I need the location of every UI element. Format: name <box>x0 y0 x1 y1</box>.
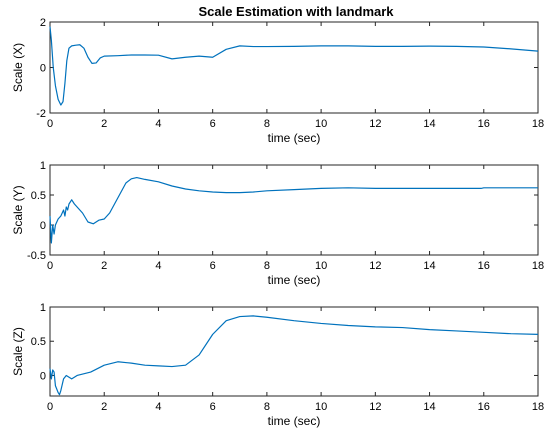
x-tick-label: 8 <box>264 260 270 272</box>
x-tick-label: 14 <box>423 401 435 413</box>
series-line-scale-x <box>49 26 539 106</box>
y-tick-label: 1 <box>40 160 46 172</box>
y-tick-label: 0 <box>40 370 46 382</box>
figure-title: Scale Estimation with landmark <box>198 4 394 19</box>
y-tick-label: 1 <box>40 302 46 314</box>
x-tick-label: 2 <box>101 260 107 272</box>
plot-frame-y <box>49 164 539 256</box>
x-tick-label: 18 <box>532 401 544 413</box>
x-tick-label: 14 <box>423 260 435 272</box>
x-tick-label: 0 <box>47 401 53 413</box>
x-tick-label: 18 <box>532 118 544 130</box>
series-line-scale-z <box>49 315 539 396</box>
x-tick-label: 12 <box>369 260 381 272</box>
x-tick-label: 2 <box>101 118 107 130</box>
y-tick-label: 0 <box>40 63 46 75</box>
x-tick-label: 4 <box>155 260 161 272</box>
x-tick-label: 10 <box>315 260 327 272</box>
x-tick-label: 16 <box>478 260 490 272</box>
x-tick-label: 6 <box>210 401 216 413</box>
x-tick-label: 2 <box>101 401 107 413</box>
y-tick-label: 0 <box>40 220 46 232</box>
x-axis-label-z: time (sec) <box>268 414 321 428</box>
y-tick-label: -2 <box>36 108 46 120</box>
x-tick-label: 0 <box>47 260 53 272</box>
y-tick-label: 0.5 <box>31 336 46 348</box>
x-axis-label-x: time (sec) <box>268 131 321 145</box>
x-tick-label: 18 <box>532 260 544 272</box>
x-tick-label: 4 <box>155 118 161 130</box>
x-tick-label: 6 <box>210 260 216 272</box>
axes-z: 0 2 4 6 8 10 12 14 16 18 0 0.5 1 time (sec) Scale (Z) <box>11 302 544 428</box>
x-tick-label: 10 <box>315 401 327 413</box>
x-tick-label: 12 <box>369 401 381 413</box>
x-tick-label: 16 <box>478 118 490 130</box>
x-tick-label: 4 <box>155 401 161 413</box>
x-tick-label: 0 <box>47 118 53 130</box>
series-line-scale-y <box>49 177 538 244</box>
x-tick-label: 14 <box>423 118 435 130</box>
y-axis-label-y: Scale (Y) <box>11 185 25 234</box>
x-tick-label: 6 <box>210 118 216 130</box>
x-tick-label: 12 <box>369 118 381 130</box>
x-tick-label: 8 <box>264 401 270 413</box>
x-tick-label: 8 <box>264 118 270 130</box>
x-axis-label-y: time (sec) <box>268 273 321 287</box>
y-tick-label: -0.5 <box>27 250 46 262</box>
y-axis-label-x: Scale (X) <box>11 43 25 92</box>
x-tick-label: 10 <box>315 118 327 130</box>
y-tick-label: 2 <box>40 17 46 29</box>
x-tick-label: 16 <box>478 401 490 413</box>
y-axis-label-z: Scale (Z) <box>11 327 25 376</box>
y-tick-label: 0.5 <box>31 190 46 202</box>
plot-frame-x <box>49 21 539 114</box>
plot-frame-z <box>49 306 539 397</box>
